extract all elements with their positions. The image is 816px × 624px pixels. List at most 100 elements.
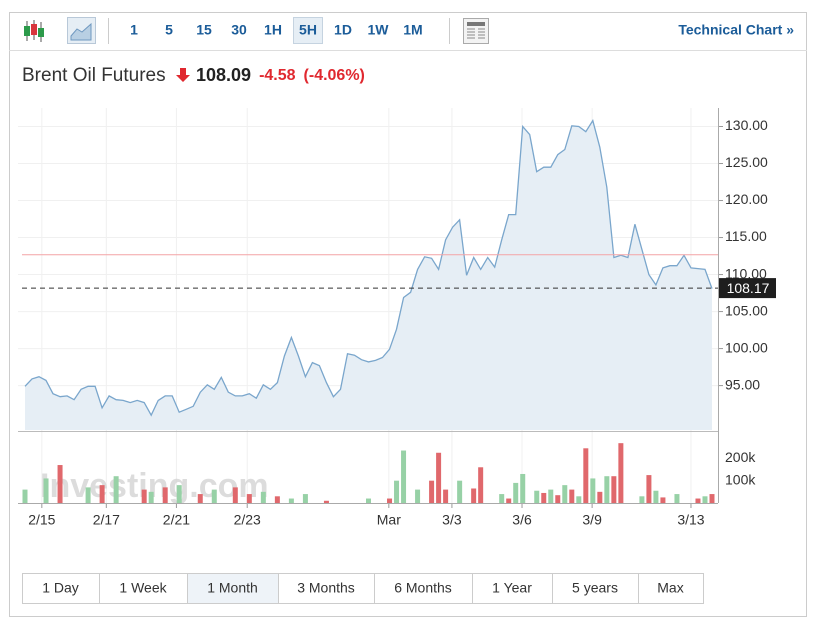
watermark: Investing.com — [40, 467, 269, 505]
volume-bar — [85, 487, 91, 503]
y-tick-label: 130.00 — [725, 117, 768, 133]
range-label[interactable]: 1 Year — [492, 580, 532, 596]
x-tick-label: Mar — [377, 512, 401, 528]
volume-bar — [520, 473, 526, 503]
volume-bar — [176, 485, 182, 503]
range-label[interactable]: 3 Months — [297, 580, 355, 596]
volume-bar — [499, 494, 505, 503]
range-label[interactable]: 5 years — [572, 580, 618, 596]
down-arrow — [176, 68, 190, 82]
volume-bar — [387, 498, 393, 503]
volume-bar — [443, 489, 449, 503]
x-tick-label: 2/17 — [93, 512, 120, 528]
range-button[interactable] — [374, 573, 473, 604]
range-label[interactable]: Max — [657, 580, 683, 596]
volume-bar — [141, 489, 147, 503]
volume-bar — [162, 487, 168, 503]
last-price-label: 108.17 — [727, 280, 770, 296]
volume-bar — [590, 478, 596, 503]
interval-button[interactable]: 1D — [334, 22, 352, 38]
volume-bar — [611, 476, 617, 503]
interval-button[interactable]: 30 — [231, 22, 247, 38]
quote: 108.09 -4.58 (-4.06%) — [196, 65, 365, 85]
range-label[interactable]: 1 Day — [42, 580, 79, 596]
interval-button[interactable]: 1H — [264, 22, 282, 38]
price-line — [24, 118, 713, 417]
volume-bar — [548, 489, 554, 503]
range-button[interactable] — [638, 573, 704, 604]
volume-bar — [562, 485, 568, 503]
volume-bar — [57, 465, 63, 503]
line-chart-icon[interactable] — [67, 17, 96, 44]
range-label[interactable]: 6 Months — [394, 580, 452, 596]
volume-bar — [457, 480, 463, 503]
volume-bar — [43, 478, 49, 503]
interval-button[interactable]: 5H — [299, 22, 317, 38]
y-tick-label: 125.00 — [725, 154, 768, 170]
volume-bar — [534, 490, 540, 503]
candle-icon[interactable] — [24, 20, 44, 42]
x-tick-label: 2/21 — [163, 512, 190, 528]
volume-bar — [618, 443, 624, 503]
volume-bar — [653, 490, 659, 503]
interval-button[interactable]: 5 — [165, 22, 173, 38]
y-tick-label: 100.00 — [725, 339, 768, 355]
volume-tick-label: 100k — [725, 471, 756, 487]
interval-button[interactable]: 1W — [368, 22, 390, 38]
volume-bar — [197, 494, 203, 503]
range-button[interactable] — [99, 573, 188, 604]
volume-bar — [513, 482, 519, 503]
volume-bar — [541, 492, 547, 503]
volume-bar — [323, 500, 329, 503]
range-label[interactable]: 1 Week — [119, 580, 167, 596]
y-tick-label: 115.00 — [725, 228, 767, 244]
technical-chart-link[interactable]: Technical Chart » — [678, 22, 794, 38]
table-icon[interactable] — [463, 18, 489, 44]
volume-bar — [436, 452, 442, 503]
volume-bar — [604, 476, 610, 503]
x-tick-label: 2/23 — [234, 512, 261, 528]
volume-bar — [506, 498, 512, 503]
interval-button[interactable]: 15 — [196, 22, 212, 38]
range-button[interactable] — [472, 573, 553, 604]
price-area — [25, 120, 712, 430]
interval-button[interactable]: 1M — [403, 22, 422, 38]
volume-bar — [646, 475, 652, 503]
volume-bar — [366, 498, 371, 503]
x-tick-label: 3/9 — [582, 512, 602, 528]
volume-bar — [555, 495, 561, 503]
volume-bar — [99, 485, 105, 503]
volume-bar — [394, 480, 400, 503]
interval-selected-bg — [293, 17, 323, 44]
volume-bar — [569, 489, 575, 503]
y-tick-label: 105.00 — [725, 302, 768, 318]
price: 108.09 — [196, 65, 251, 85]
change: -4.58 — [259, 67, 296, 84]
volume-bar — [415, 489, 421, 503]
volume-bar — [246, 494, 252, 503]
volume-bar — [232, 487, 238, 503]
range-button[interactable] — [187, 573, 279, 604]
last-price-box — [719, 278, 776, 299]
volume-bar — [597, 491, 603, 503]
volume-bar — [288, 498, 294, 503]
volume-bar — [674, 494, 680, 503]
range-button[interactable] — [552, 573, 639, 604]
volume-bar — [302, 494, 308, 503]
volume-bar — [211, 489, 217, 503]
range-button[interactable] — [278, 573, 375, 604]
y-tick-label: 95.00 — [725, 376, 760, 392]
x-tick-label: 3/13 — [677, 512, 704, 528]
volume-bar — [429, 480, 435, 503]
volume-bar — [576, 496, 582, 503]
volume-bar — [22, 489, 28, 503]
volume-bar — [478, 467, 484, 503]
range-label[interactable]: 1 Month — [207, 580, 258, 596]
instrument-name: Brent Oil Futures — [22, 65, 166, 86]
interval-button[interactable]: 1 — [130, 22, 138, 38]
range-button[interactable] — [22, 573, 100, 604]
volume-bar — [660, 497, 666, 503]
volume-bar — [471, 488, 477, 503]
change-percent: (-4.06%) — [304, 67, 365, 84]
